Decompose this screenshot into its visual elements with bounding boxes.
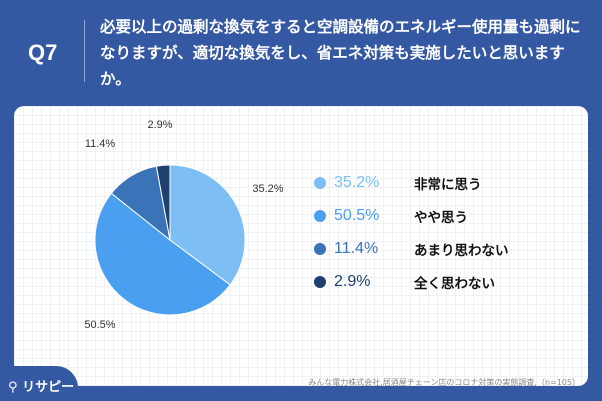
legend-dot <box>314 275 326 288</box>
question-text: 必要以上の過剰な換気をすると空調設備のエネルギー使用量も過剰になりますが、適切な… <box>100 18 581 88</box>
legend-percent: 11.4% <box>334 239 379 257</box>
pie-slice <box>94 192 231 316</box>
pie-slice <box>169 164 246 286</box>
legend-percent: 35.2% <box>334 173 380 191</box>
legend-label: 全く思わない <box>414 275 495 292</box>
legend-item: 11.4% あまり思わない <box>314 232 509 265</box>
legend-item: 50.5% やや思う <box>314 199 509 232</box>
legend-dot <box>314 242 326 255</box>
chart-panel <box>14 106 588 386</box>
question-number: Q7 <box>28 40 58 65</box>
slice-label: 11.4% <box>85 138 116 150</box>
slice-label: 50.5% <box>84 319 115 331</box>
source-note: みんな電力株式会社,居酒屋チェーン店のコロナ対策の実態調査,（n=105） <box>308 378 580 387</box>
legend-item: 2.9% 全く思わない <box>314 265 509 298</box>
legend-dot <box>314 176 326 189</box>
legend-label: あまり思わない <box>414 242 509 259</box>
slice-label: 2.9% <box>147 119 172 131</box>
legend-item: 35.2% 非常に思う <box>314 166 509 199</box>
pie-slice <box>155 164 171 241</box>
divider <box>84 20 85 82</box>
logo-text: リサピー <box>22 380 75 395</box>
legend-percent: 2.9% <box>334 272 371 290</box>
legend-dot <box>314 209 326 222</box>
legend-percent: 50.5% <box>334 206 380 224</box>
slice-label: 35.2% <box>252 183 283 195</box>
legend: 35.2% 非常に思う 50.5% やや思う 11.4% あまり思わない 2.9% 全く思わな… <box>314 166 509 298</box>
logo: ⚲ リサピー <box>0 366 78 401</box>
legend-label: やや思う <box>414 209 468 226</box>
legend-label: 非常に思う <box>414 176 482 193</box>
